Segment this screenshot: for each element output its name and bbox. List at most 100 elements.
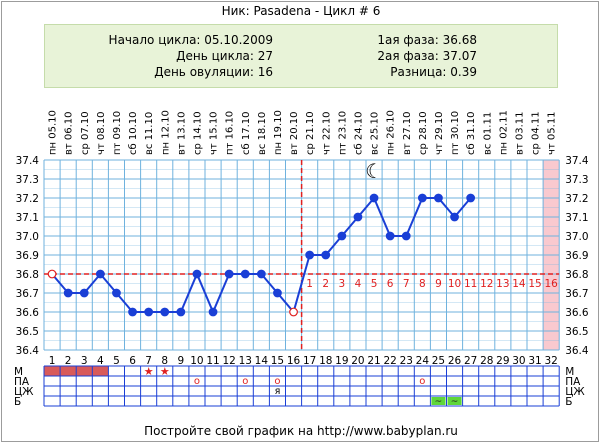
menses-cell bbox=[60, 366, 77, 376]
y-tick-label-left: 36.6 bbox=[16, 307, 40, 319]
y-tick-label-left: 37.3 bbox=[16, 174, 39, 186]
circle-mark: o bbox=[242, 376, 248, 387]
date-label: вт 06.10 bbox=[64, 111, 75, 155]
temperature-point bbox=[353, 212, 363, 222]
difference-text: Разница: 0.39 bbox=[390, 65, 477, 79]
date-label: ср 07.10 bbox=[80, 111, 91, 155]
x-day-label: 31 bbox=[528, 355, 541, 367]
luteal-day-number: 2 bbox=[322, 278, 329, 290]
temperature-point bbox=[305, 250, 315, 260]
temperature-point bbox=[434, 193, 443, 203]
date-label: чт 08.10 bbox=[96, 111, 107, 155]
star-mark: ★ bbox=[160, 365, 170, 378]
date-label: вс 18.10 bbox=[257, 112, 268, 155]
date-label: ср 14.10 bbox=[192, 111, 203, 155]
luteal-day-number: 7 bbox=[403, 278, 410, 290]
b-cell bbox=[447, 397, 462, 405]
temperature-point bbox=[417, 193, 427, 203]
luteal-day-number: 5 bbox=[371, 278, 378, 290]
temperature-point bbox=[385, 231, 395, 241]
date-label: пн 26.10 bbox=[386, 110, 397, 155]
y-tick-label-right: 36.4 bbox=[565, 345, 589, 357]
footer-link-text[interactable]: Постройте свой график на http://www.baby… bbox=[144, 424, 458, 438]
luteal-day-number: 8 bbox=[419, 278, 426, 290]
x-day-label: 9 bbox=[178, 355, 185, 367]
y-tick-label-right: 37.3 bbox=[565, 174, 588, 186]
y-tick-label-left: 36.5 bbox=[16, 326, 39, 338]
x-day-label: 25 bbox=[432, 355, 445, 367]
temperature-point bbox=[63, 288, 73, 298]
row-label-right: Б bbox=[565, 396, 572, 408]
row-label-left: ПА bbox=[14, 376, 30, 388]
luteal-day-number: 12 bbox=[480, 278, 493, 290]
y-tick-label-right: 36.8 bbox=[565, 269, 588, 281]
date-label: чт 15.10 bbox=[209, 111, 220, 155]
ovulation-day-text: День овуляции: 16 bbox=[154, 65, 273, 79]
date-label: сб 10.10 bbox=[128, 112, 139, 155]
y-tick-label-right: 36.5 bbox=[565, 326, 588, 338]
date-label: пн 02.11 bbox=[498, 110, 509, 155]
row-label-left: М bbox=[14, 366, 23, 378]
x-day-label: 32 bbox=[544, 355, 557, 367]
luteal-day-number: 15 bbox=[528, 278, 541, 290]
temperature-point bbox=[466, 193, 476, 203]
date-label: вт 27.10 bbox=[402, 111, 413, 155]
date-label: ср 04.11 bbox=[531, 111, 542, 155]
row-label-right: ЦЖ bbox=[565, 386, 585, 398]
y-tick-label-left: 36.9 bbox=[16, 250, 39, 262]
x-day-label: 28 bbox=[480, 355, 493, 367]
date-label: пн 12.10 bbox=[160, 110, 171, 155]
date-label: пт 16.10 bbox=[225, 111, 236, 155]
temperature-point bbox=[208, 307, 218, 317]
temperature-point bbox=[224, 269, 234, 279]
y-tick-label-right: 36.6 bbox=[565, 307, 589, 319]
temperature-point bbox=[240, 269, 250, 279]
luteal-day-number: 1 bbox=[306, 278, 313, 290]
luteal-day-number: 4 bbox=[355, 278, 362, 290]
x-day-label: 6 bbox=[129, 355, 136, 367]
b-mark: ~ bbox=[435, 397, 443, 407]
cycle-start-text: Начало цикла: 05.10.2009 bbox=[108, 33, 273, 47]
x-day-label: 30 bbox=[512, 355, 525, 367]
x-day-label: 21 bbox=[367, 355, 380, 367]
x-day-label: 19 bbox=[335, 355, 348, 367]
x-day-label: 26 bbox=[448, 355, 462, 367]
date-label: пт 30.10 bbox=[450, 111, 461, 155]
date-label: вт 03.11 bbox=[514, 111, 525, 155]
row-label-right: М bbox=[565, 366, 574, 378]
x-day-label: 8 bbox=[161, 355, 168, 367]
x-day-label: 4 bbox=[97, 355, 104, 367]
luteal-day-number: 3 bbox=[339, 278, 346, 290]
luteal-day-number: 6 bbox=[387, 278, 394, 290]
row-label-right: ПА bbox=[565, 376, 581, 388]
date-label: сб 31.10 bbox=[466, 112, 477, 155]
row-label-left: Б bbox=[14, 396, 21, 408]
b-cell bbox=[431, 397, 446, 405]
date-label: сб 24.10 bbox=[353, 112, 364, 155]
phase1-text: 1ая фаза: 36.68 bbox=[377, 33, 477, 47]
x-day-label: 13 bbox=[239, 355, 252, 367]
x-day-label: 17 bbox=[303, 355, 316, 367]
phase2-text: 2ая фаза: 37.07 bbox=[377, 49, 477, 63]
date-label: вс 11.10 bbox=[144, 112, 155, 155]
date-label: сб 17.10 bbox=[241, 112, 252, 155]
x-day-label: 18 bbox=[319, 355, 332, 367]
date-label: чт 05.11 bbox=[547, 111, 558, 155]
star-mark: ★ bbox=[144, 365, 154, 378]
x-day-label: 23 bbox=[400, 355, 413, 367]
y-tick-label-right: 37.0 bbox=[565, 231, 588, 243]
temperature-point bbox=[273, 288, 282, 298]
menses-cell bbox=[92, 366, 109, 376]
date-label: пн 05.10 bbox=[48, 110, 59, 155]
moon-icon: ☾ bbox=[365, 159, 383, 183]
date-label: пт 09.10 bbox=[112, 111, 123, 155]
menses-cell bbox=[76, 366, 93, 376]
x-day-label: 29 bbox=[496, 355, 509, 367]
date-label: чт 29.10 bbox=[434, 111, 445, 155]
date-label: ср 21.10 bbox=[305, 111, 316, 155]
luteal-day-number: 13 bbox=[496, 278, 509, 290]
luteal-day-number: 10 bbox=[448, 278, 461, 290]
temperature-point bbox=[95, 269, 105, 279]
x-day-label: 14 bbox=[255, 355, 269, 367]
